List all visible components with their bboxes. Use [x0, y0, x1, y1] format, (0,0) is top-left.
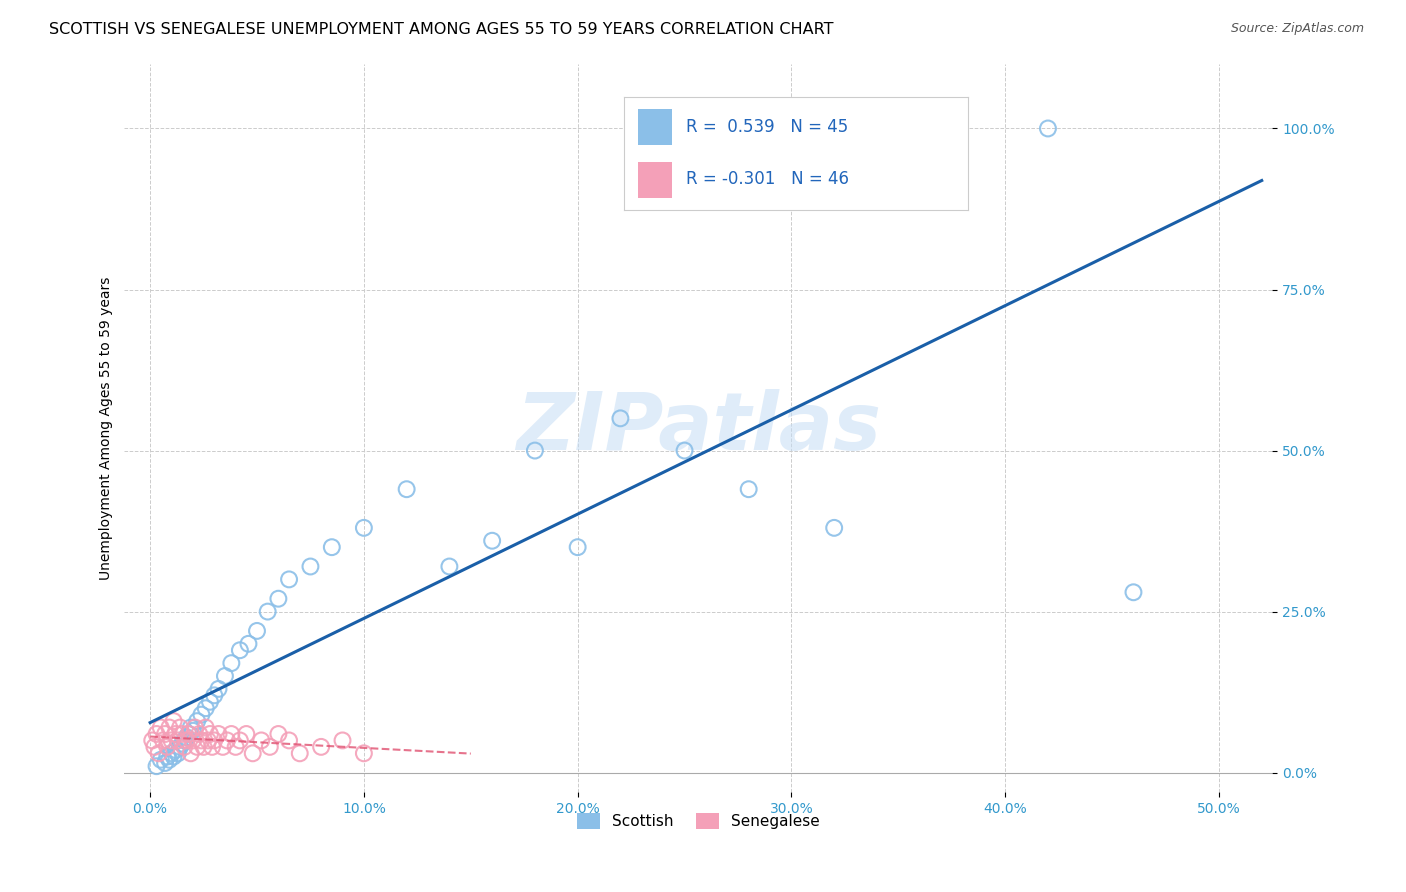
- Point: [481, 533, 503, 548]
- Point: [160, 747, 183, 761]
- Point: [229, 643, 252, 657]
- Point: [169, 721, 191, 735]
- Point: [1036, 121, 1059, 136]
- Point: [162, 714, 184, 728]
- Point: [153, 727, 176, 741]
- Point: [145, 727, 167, 741]
- Point: [823, 521, 845, 535]
- Point: [149, 721, 172, 735]
- Text: ZIPatlas: ZIPatlas: [516, 389, 882, 467]
- Point: [887, 121, 910, 136]
- Point: [229, 733, 252, 747]
- Point: [523, 443, 546, 458]
- Point: [194, 701, 217, 715]
- Point: [172, 727, 194, 741]
- Point: [167, 747, 190, 761]
- Point: [165, 743, 187, 757]
- Point: [321, 540, 343, 554]
- Point: [193, 739, 215, 754]
- Point: [186, 714, 208, 728]
- Point: [609, 411, 631, 425]
- Text: Source: ZipAtlas.com: Source: ZipAtlas.com: [1230, 22, 1364, 36]
- Point: [1122, 585, 1144, 599]
- Point: [737, 482, 759, 496]
- Point: [217, 733, 239, 747]
- Point: [181, 723, 204, 738]
- Point: [259, 739, 281, 754]
- Point: [181, 733, 204, 747]
- Point: [221, 727, 243, 741]
- Point: [353, 747, 375, 761]
- Point: [176, 733, 198, 747]
- Point: [145, 759, 167, 773]
- Point: [152, 733, 174, 747]
- Point: [214, 669, 236, 683]
- Point: [197, 733, 219, 747]
- Point: [188, 727, 211, 741]
- Point: [211, 739, 233, 754]
- Point: [299, 559, 322, 574]
- Point: [176, 730, 198, 744]
- Point: [198, 727, 221, 741]
- Point: [190, 733, 212, 747]
- Point: [184, 721, 207, 735]
- Point: [246, 624, 269, 638]
- Point: [267, 727, 290, 741]
- Point: [180, 747, 202, 761]
- Point: [177, 727, 200, 741]
- Point: [157, 753, 180, 767]
- Point: [173, 739, 195, 754]
- Point: [190, 707, 212, 722]
- Point: [207, 727, 229, 741]
- Point: [169, 739, 191, 754]
- Point: [194, 721, 217, 735]
- Point: [567, 540, 589, 554]
- Point: [395, 482, 418, 496]
- Text: SCOTTISH VS SENEGALESE UNEMPLOYMENT AMONG AGES 55 TO 59 YEARS CORRELATION CHART: SCOTTISH VS SENEGALESE UNEMPLOYMENT AMON…: [49, 22, 834, 37]
- Point: [180, 721, 202, 735]
- Point: [235, 727, 257, 741]
- Y-axis label: Unemployment Among Ages 55 to 59 years: Unemployment Among Ages 55 to 59 years: [100, 277, 114, 580]
- Point: [439, 559, 461, 574]
- Point: [148, 747, 170, 761]
- Point: [242, 747, 264, 761]
- Point: [153, 756, 176, 770]
- Point: [149, 753, 172, 767]
- Point: [173, 733, 195, 747]
- Point: [177, 727, 200, 741]
- Point: [156, 749, 179, 764]
- Point: [673, 443, 696, 458]
- Point: [143, 739, 166, 754]
- Point: [288, 747, 311, 761]
- Point: [165, 727, 187, 741]
- Point: [250, 733, 273, 747]
- Point: [278, 733, 301, 747]
- Point: [157, 721, 180, 735]
- Point: [162, 749, 184, 764]
- Point: [207, 681, 229, 696]
- Point: [202, 689, 225, 703]
- Point: [353, 521, 375, 535]
- Point: [225, 739, 247, 754]
- Point: [332, 733, 354, 747]
- Point: [202, 733, 225, 747]
- Point: [221, 656, 243, 670]
- Point: [256, 605, 278, 619]
- Point: [309, 739, 332, 754]
- Point: [186, 739, 208, 754]
- Point: [172, 737, 194, 751]
- Point: [156, 739, 179, 754]
- Point: [167, 733, 190, 747]
- Legend: Scottish, Senegalese: Scottish, Senegalese: [571, 807, 827, 835]
- Point: [160, 733, 183, 747]
- Point: [267, 591, 290, 606]
- Point: [141, 733, 163, 747]
- Point: [278, 573, 301, 587]
- Point: [198, 695, 221, 709]
- Point: [201, 739, 224, 754]
- Point: [238, 637, 260, 651]
